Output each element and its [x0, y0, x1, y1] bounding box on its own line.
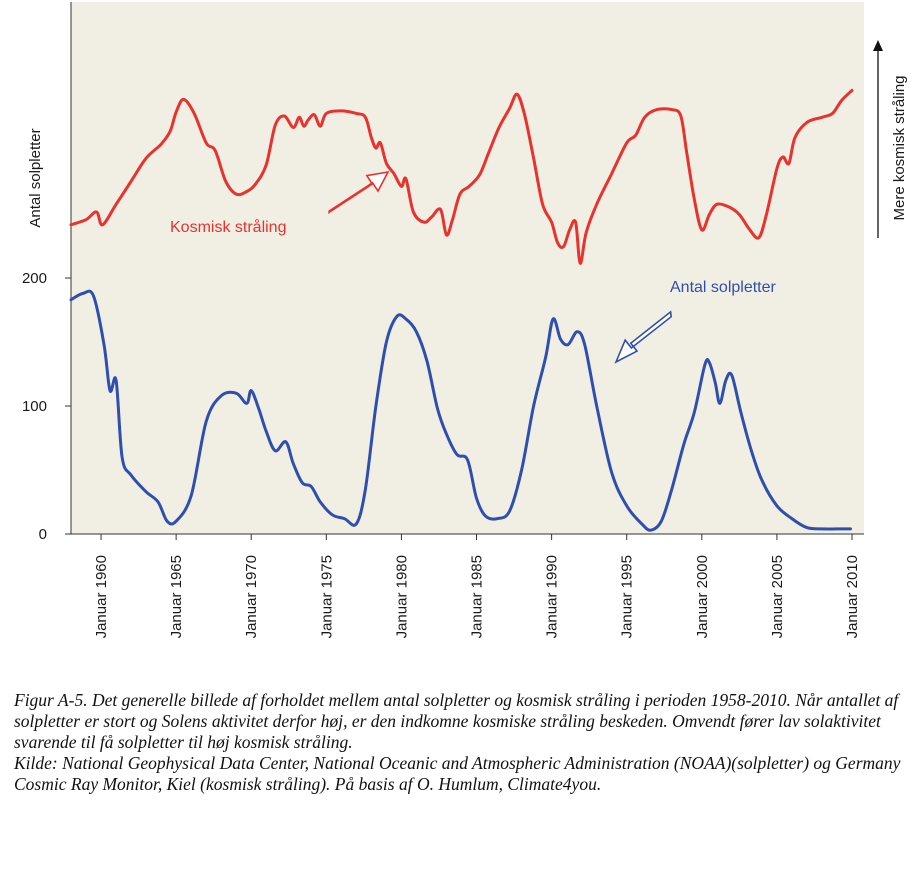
y-tick-label: 0: [39, 526, 47, 543]
x-tick-label: Januar 1960: [93, 555, 110, 638]
plot-area: [71, 2, 864, 534]
x-axis-ticks: Januar 1960 Januar 1965 Januar 1970 Januar …: [93, 534, 861, 638]
y-tick-label: 200: [22, 270, 47, 287]
series-line-antal-solpletter: [69, 289, 852, 532]
right-axis-label: Mere kosmisk stråling: [891, 75, 908, 220]
right-axis-annotation: Mere kosmisk stråling: [873, 40, 908, 238]
x-tick-label: Januar 1995: [619, 555, 636, 638]
up-arrow-icon: [873, 40, 883, 51]
series-line-kosmisk-straaling: [69, 88, 854, 265]
x-tick-label: Januar 1970: [243, 555, 260, 638]
x-tick-label: Januar 2010: [844, 555, 861, 638]
annotation-kosmisk-straaling: Kosmisk stråling: [170, 218, 286, 236]
x-tick-label: Januar 1985: [469, 555, 486, 638]
x-tick-label: Januar 1990: [544, 555, 561, 638]
x-tick-label: Januar 1975: [318, 555, 335, 638]
x-tick-label: Januar 1980: [393, 555, 410, 638]
sunspot-cosmic-ray-chart: 0 100 200 Januar 1960 Januar 1965 Januar 197…: [22, 2, 908, 638]
x-tick-label: Januar 1965: [168, 555, 185, 638]
arrow-up-right-icon: [328, 170, 390, 214]
y-axis-label: Antal solpletter: [27, 128, 44, 227]
annotation-antal-solpletter: Antal solpletter: [670, 279, 777, 296]
caption-description: Figur A-5. Det generelle billede af forh…: [14, 690, 899, 752]
x-tick-label: Januar 2000: [694, 555, 711, 638]
arrow-down-left-icon: [614, 310, 673, 364]
caption-source: Kilde: National Geophysical Data Center,…: [14, 753, 901, 794]
y-axis-ticks: 0 100 200: [22, 270, 71, 543]
y-tick-label: 100: [22, 398, 47, 415]
x-tick-label: Januar 2005: [769, 555, 786, 638]
figure-caption: Figur A-5. Det generelle billede af forh…: [14, 690, 909, 795]
